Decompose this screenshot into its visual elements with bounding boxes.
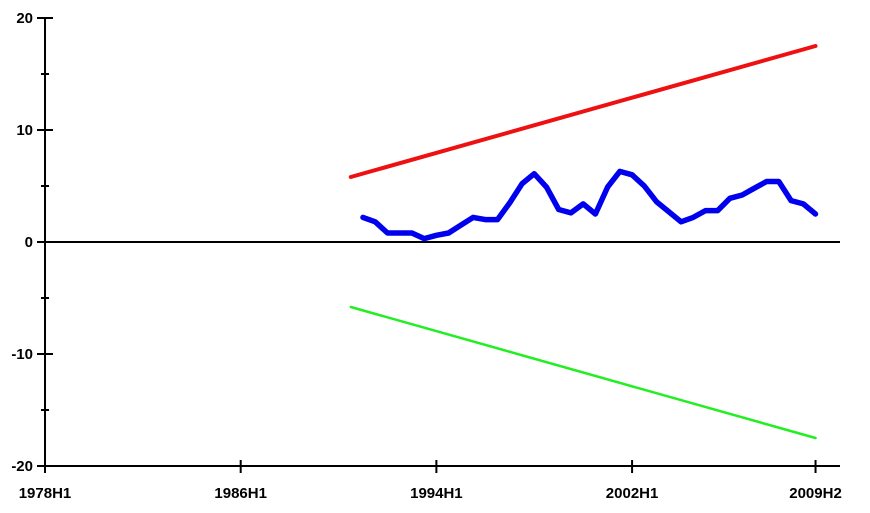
y-tick-label: 10: [16, 122, 33, 139]
axes: [37, 17, 840, 473]
y-tick-label: -20: [11, 458, 33, 475]
main-series-line: [360, 168, 819, 242]
y-tick-label: 20: [16, 10, 33, 27]
y-tick-label: 0: [25, 234, 33, 251]
y-tick-label: -10: [11, 346, 33, 363]
tick-labels: 20 10 0 -10 -20 1978H1 1986H1 1994H1 2002H1 2009H…: [11, 10, 841, 502]
upper-bound-line: [348, 44, 818, 179]
x-tick-label: 2002H1: [606, 485, 659, 502]
x-tick-label: 1986H1: [214, 485, 267, 502]
x-tick-label: 1994H1: [410, 485, 463, 502]
x-tick-label: 2009H2: [789, 485, 842, 502]
x-tick-label: 1978H1: [19, 485, 72, 502]
series-layer: [348, 44, 819, 440]
lower-bound-line: [349, 305, 817, 440]
